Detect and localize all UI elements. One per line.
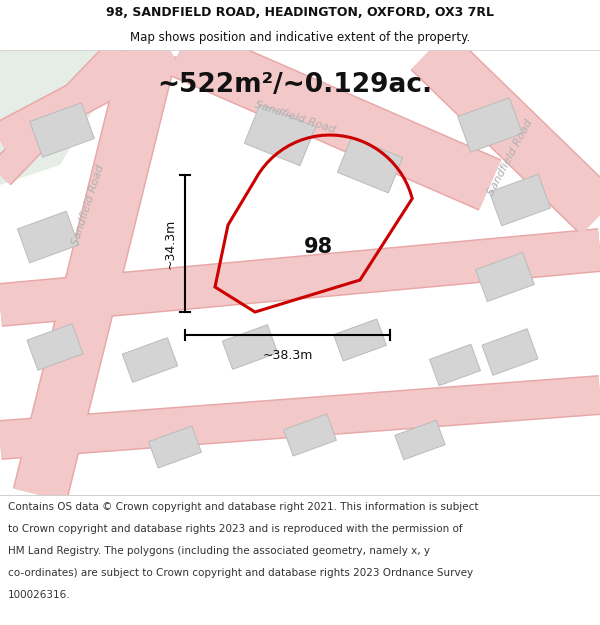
Polygon shape: [149, 426, 202, 468]
Text: ~34.3m: ~34.3m: [164, 218, 177, 269]
Text: ~522m²/~0.129ac.: ~522m²/~0.129ac.: [157, 72, 433, 98]
Polygon shape: [476, 253, 535, 301]
Polygon shape: [337, 137, 403, 193]
Polygon shape: [482, 329, 538, 375]
Text: 100026316.: 100026316.: [8, 590, 70, 600]
Polygon shape: [0, 50, 130, 185]
Polygon shape: [0, 228, 600, 327]
Polygon shape: [0, 39, 131, 186]
Text: 98: 98: [304, 237, 332, 257]
Polygon shape: [169, 26, 500, 209]
Polygon shape: [17, 211, 79, 262]
Polygon shape: [0, 41, 130, 184]
Polygon shape: [27, 324, 83, 370]
Polygon shape: [410, 30, 600, 235]
Text: Map shows position and indicative extent of the property.: Map shows position and indicative extent…: [130, 31, 470, 44]
Text: Sandfield Road: Sandfield Road: [486, 118, 534, 196]
Polygon shape: [334, 319, 386, 361]
Polygon shape: [395, 420, 445, 460]
Text: ~38.3m: ~38.3m: [262, 349, 313, 362]
Polygon shape: [430, 344, 481, 386]
Text: Sandfield Road: Sandfield Road: [253, 99, 337, 135]
Polygon shape: [169, 24, 501, 211]
Text: 98, SANDFIELD ROAD, HEADINGTON, OXFORD, OX3 7RL: 98, SANDFIELD ROAD, HEADINGTON, OXFORD, …: [106, 6, 494, 19]
Polygon shape: [14, 44, 176, 501]
Text: HM Land Registry. The polygons (including the associated geometry, namely x, y: HM Land Registry. The polygons (includin…: [8, 546, 430, 556]
Polygon shape: [29, 102, 94, 158]
Polygon shape: [13, 43, 177, 502]
Polygon shape: [122, 338, 178, 382]
Text: to Crown copyright and database rights 2023 and is reproduced with the permissio: to Crown copyright and database rights 2…: [8, 524, 463, 534]
Polygon shape: [490, 174, 551, 226]
Polygon shape: [0, 375, 600, 460]
Text: co-ordinates) are subject to Crown copyright and database rights 2023 Ordnance S: co-ordinates) are subject to Crown copyr…: [8, 568, 473, 578]
Polygon shape: [0, 36, 178, 154]
Text: Contains OS data © Crown copyright and database right 2021. This information is : Contains OS data © Crown copyright and d…: [8, 501, 478, 511]
Polygon shape: [0, 34, 178, 156]
Polygon shape: [0, 376, 600, 459]
Polygon shape: [0, 229, 600, 326]
Polygon shape: [458, 98, 523, 152]
Polygon shape: [284, 414, 337, 456]
Polygon shape: [244, 104, 316, 166]
Polygon shape: [412, 31, 600, 234]
Text: Sandfield Road: Sandfield Road: [70, 163, 106, 247]
Polygon shape: [223, 325, 278, 369]
